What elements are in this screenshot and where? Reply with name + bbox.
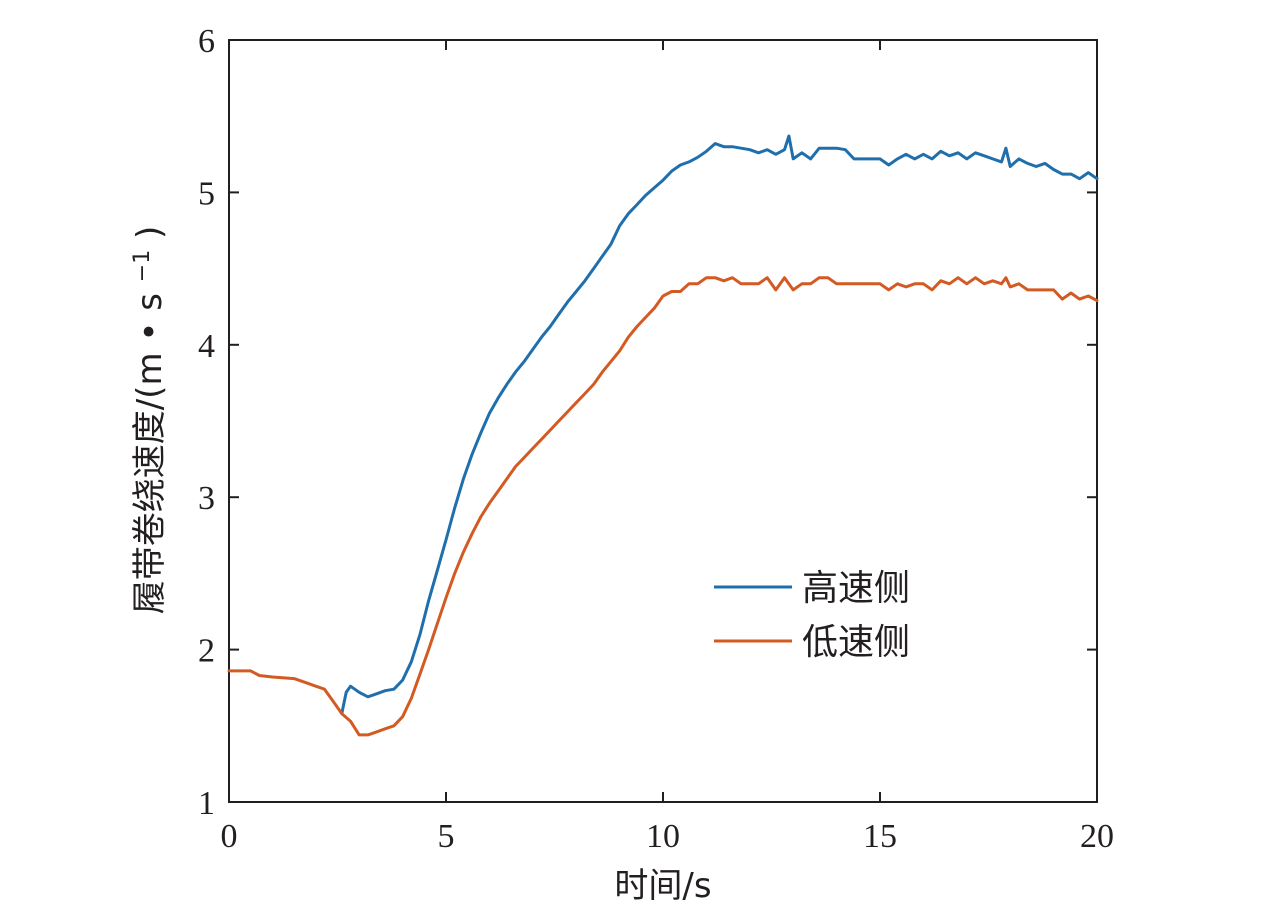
- y-axis-title-main: 履带卷绕速度/(m: [130, 352, 170, 614]
- x-tick-label: 20: [1080, 818, 1114, 855]
- tick-layer: 0 5 10 15 20 1 2 3 4 5 6: [198, 23, 1114, 855]
- y-axis-title-close: ): [130, 226, 170, 239]
- y-tick-label: 5: [198, 175, 215, 212]
- y-tick-label: 1: [198, 785, 215, 822]
- series-layer: [227, 134, 1099, 737]
- legend-label-high-speed: 高速侧: [802, 568, 910, 609]
- legend: 高速侧 低速侧: [714, 568, 910, 663]
- y-axis-title-sup: −1: [130, 250, 155, 282]
- y-tick-label: 3: [198, 480, 215, 517]
- x-tick-label: 0: [221, 818, 238, 855]
- y-tick-label: 2: [198, 633, 215, 670]
- y-axis-title-s: s: [130, 293, 170, 311]
- plot-frame: [228, 39, 1098, 803]
- legend-label-low-speed: 低速侧: [802, 622, 910, 663]
- y-tick-label: 4: [198, 328, 215, 365]
- x-tick-label: 5: [438, 818, 455, 855]
- y-axis-title: 履带卷绕速度/(m • s −1 ): [118, 226, 170, 615]
- y-tick-label: 6: [198, 23, 215, 60]
- series-line-high-speed: [340, 134, 1099, 716]
- x-tick-label: 10: [646, 818, 680, 855]
- y-axis-title-dot: •: [130, 322, 170, 342]
- plot-area: [228, 39, 1098, 803]
- series-line-low-speed: [227, 276, 1099, 737]
- x-tick-label: 15: [863, 818, 897, 855]
- x-axis-title: 时间/s: [614, 866, 711, 906]
